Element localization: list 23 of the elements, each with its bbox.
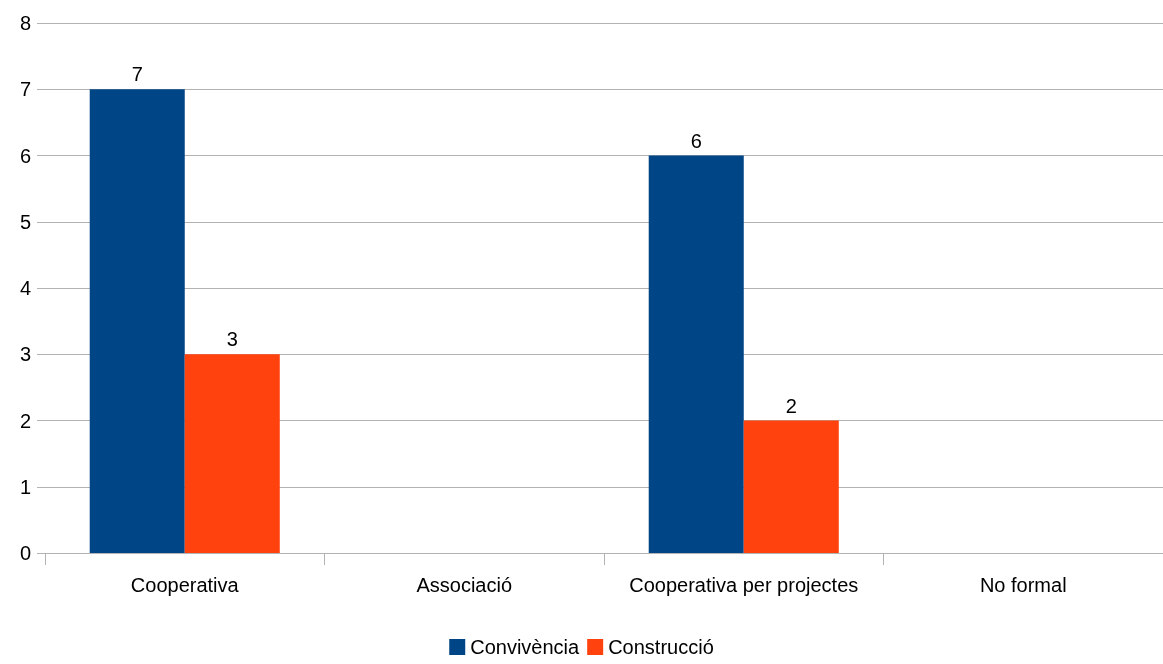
data-label: 3	[226, 328, 238, 351]
y-tick-label: 4	[19, 277, 31, 299]
x-tick-label: No formal	[979, 574, 1067, 596]
y-tick-label: 0	[19, 542, 31, 564]
bar	[743, 420, 839, 553]
legend-label: Convivència	[470, 636, 581, 658]
y-tick-label: 1	[19, 475, 31, 498]
x-tick-label: Cooperativa per projectes	[629, 574, 859, 596]
x-tick-label: Associació	[416, 574, 513, 596]
data-label: 7	[131, 63, 143, 86]
data-label: 2	[785, 394, 797, 417]
y-tick-label: 8	[19, 12, 31, 34]
bar	[648, 155, 744, 553]
bar	[184, 354, 280, 553]
y-tick-label: 5	[19, 210, 31, 233]
legend-label: Construcció	[608, 636, 714, 658]
y-tick-label: 2	[19, 409, 31, 432]
bar	[89, 89, 185, 553]
y-tick-label: 3	[19, 343, 31, 366]
y-tick-label: 6	[19, 144, 31, 167]
x-tick-label: Cooperativa	[130, 574, 240, 596]
y-tick-label: 7	[19, 78, 31, 101]
data-label: 6	[690, 129, 702, 152]
